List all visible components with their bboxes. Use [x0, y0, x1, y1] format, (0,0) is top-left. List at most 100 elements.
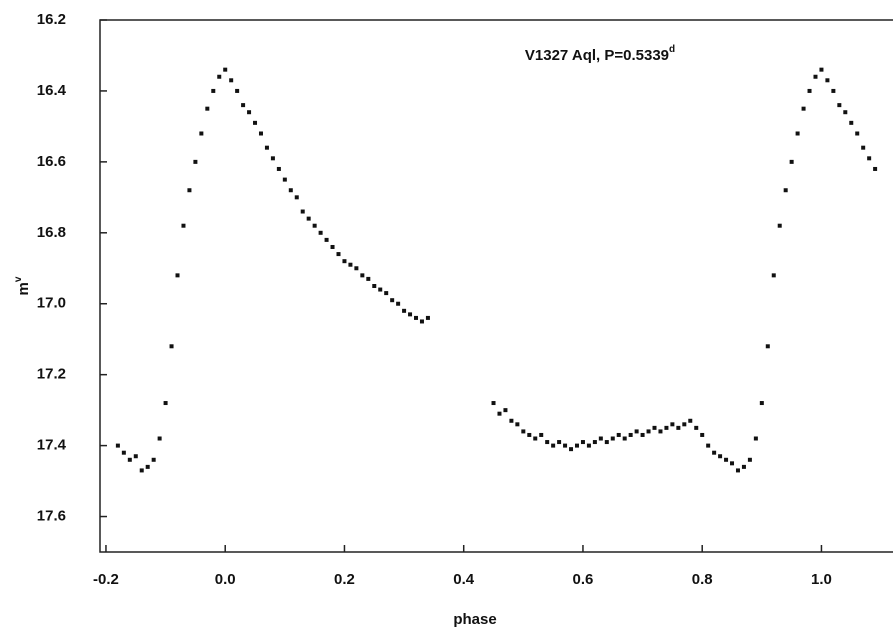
data-point — [789, 159, 794, 164]
data-point — [241, 103, 246, 108]
data-point — [139, 468, 144, 473]
x-tick-label: 0.8 — [692, 571, 713, 588]
data-point — [628, 432, 633, 437]
data-point — [700, 432, 705, 437]
data-point — [205, 106, 210, 111]
data-point — [193, 159, 198, 164]
data-point — [181, 223, 186, 228]
data-point — [348, 262, 353, 267]
data-point — [867, 156, 872, 161]
data-point — [783, 188, 788, 193]
x-tick-label: 0.2 — [334, 571, 355, 588]
data-point — [658, 429, 663, 434]
data-point — [521, 429, 526, 434]
data-point — [199, 131, 204, 136]
data-point — [771, 273, 776, 278]
data-point — [610, 436, 615, 441]
data-point — [753, 436, 758, 441]
data-point — [425, 315, 430, 320]
data-point — [574, 443, 579, 448]
data-point — [211, 88, 216, 93]
data-point — [819, 67, 824, 72]
data-point — [849, 120, 854, 125]
y-tick-label: 16.6 — [37, 153, 66, 170]
data-point — [276, 166, 281, 171]
data-point — [563, 443, 568, 448]
data-point — [366, 276, 371, 281]
data-point — [682, 422, 687, 427]
data-point — [187, 188, 192, 193]
data-point — [515, 422, 520, 427]
data-point — [694, 425, 699, 430]
x-tick-label: -0.2 — [93, 571, 119, 588]
data-point — [861, 145, 866, 150]
plot-frame — [99, 19, 893, 553]
data-point — [306, 216, 311, 221]
data-point — [318, 230, 323, 235]
data-point — [724, 457, 729, 462]
data-point — [688, 418, 693, 423]
data-point — [569, 447, 574, 452]
data-point — [646, 429, 651, 434]
data-point — [121, 450, 126, 455]
data-point — [491, 401, 496, 406]
data-point — [390, 298, 395, 303]
y-tick-label: 16.2 — [37, 11, 66, 28]
data-point — [551, 443, 556, 448]
data-point — [855, 131, 860, 136]
x-tick-label: 0.0 — [215, 571, 236, 588]
data-point — [169, 344, 174, 349]
data-point — [115, 443, 120, 448]
data-point — [837, 103, 842, 108]
data-point — [795, 131, 800, 136]
data-point — [408, 312, 413, 317]
data-point — [759, 401, 764, 406]
data-point — [741, 464, 746, 469]
data-point — [765, 344, 770, 349]
data-point — [801, 106, 806, 111]
y-tick-label: 17.0 — [37, 295, 66, 312]
data-point — [217, 74, 222, 79]
data-point — [288, 188, 293, 193]
data-point — [300, 209, 305, 214]
data-point — [372, 284, 377, 288]
data-point — [127, 457, 132, 462]
data-point — [145, 464, 150, 469]
data-point — [342, 259, 347, 264]
y-tick-label: 17.2 — [37, 366, 66, 383]
data-point — [598, 436, 603, 441]
x-tick-label: 1.0 — [811, 571, 832, 588]
data-point — [235, 88, 240, 93]
data-point — [676, 425, 681, 430]
y-tick-label: 16.8 — [37, 224, 66, 241]
data-point — [807, 88, 812, 93]
data-point — [247, 110, 252, 115]
data-point — [557, 440, 562, 445]
data-point — [229, 78, 234, 83]
y-label-sup: v — [13, 276, 24, 282]
x-tick-label: 0.4 — [453, 571, 475, 588]
data-point — [378, 287, 383, 292]
data-point — [545, 440, 550, 445]
data-point — [223, 67, 228, 72]
data-point — [634, 429, 639, 434]
data-point — [730, 461, 735, 466]
data-point — [843, 110, 848, 115]
data-point — [640, 432, 645, 437]
data-point — [175, 273, 180, 278]
data-point — [747, 457, 752, 462]
title-text: V1327 Aql, P=0.5339 — [525, 47, 669, 64]
data-point — [414, 315, 419, 320]
data-point — [527, 432, 532, 437]
data-point — [580, 440, 585, 445]
data-point — [270, 156, 275, 161]
chart-title: V1327 Aql, P=0.5339d — [525, 44, 675, 64]
data-point — [151, 457, 156, 462]
data-point — [735, 468, 740, 473]
data-point — [586, 443, 591, 448]
data-point — [419, 319, 424, 324]
data-point — [396, 301, 401, 306]
data-point — [503, 408, 508, 413]
data-point — [133, 454, 138, 459]
data-point — [813, 74, 818, 79]
